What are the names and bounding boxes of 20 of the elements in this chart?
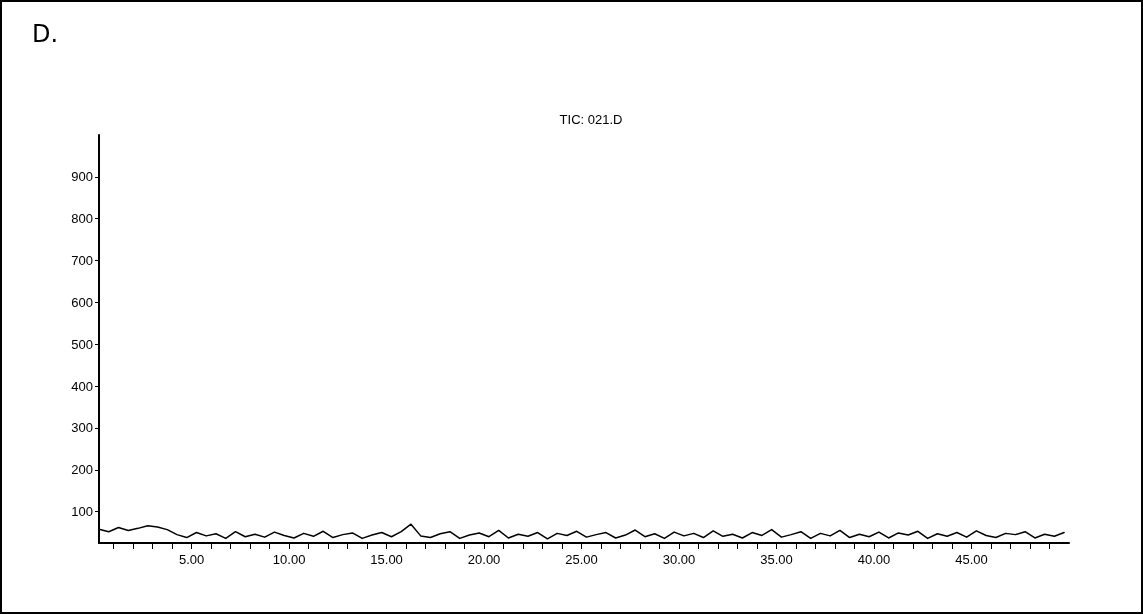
- x-tick-label: 30.00: [662, 552, 696, 567]
- x-tick-label: 40.00: [857, 552, 891, 567]
- x-tick-label: 5.00: [178, 552, 205, 567]
- x-tick-label: 10.00: [272, 552, 306, 567]
- y-tick-label: 200: [71, 462, 93, 478]
- y-tick-label: 400: [71, 378, 93, 394]
- x-tick-label: 25.00: [565, 552, 598, 567]
- y-tick-label: 300: [71, 420, 93, 436]
- x-tick-label: 45.00: [955, 552, 988, 567]
- y-tick-label: 800: [71, 211, 93, 227]
- y-tick-label: 500: [71, 336, 93, 352]
- y-tick-label: 900: [71, 169, 93, 185]
- y-tick-label: 600: [71, 294, 93, 310]
- text: D.: [32, 20, 59, 48]
- x-tick-label: 20.00: [467, 552, 501, 567]
- x-tick-label: 15.00: [370, 552, 403, 567]
- y-tick-label: 100: [71, 504, 93, 520]
- chart-title: TIC: 021.D: [559, 112, 623, 127]
- y-tick-label: 700: [71, 253, 93, 269]
- x-tick-label: 35.00: [760, 552, 793, 567]
